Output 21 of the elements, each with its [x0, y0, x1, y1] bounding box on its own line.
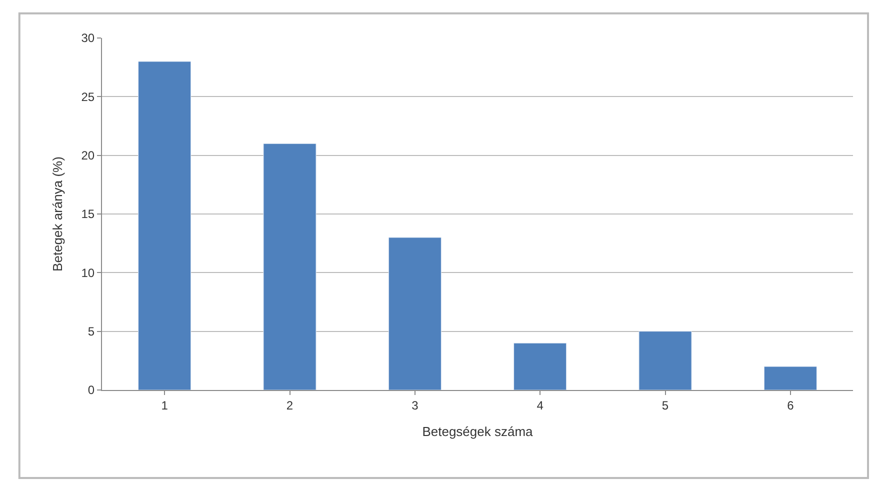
x-tick-label: 3: [412, 398, 419, 412]
y-axis-title: Betegek aránya (%): [50, 156, 66, 272]
x-tick-label: 5: [662, 398, 669, 412]
bar: [638, 331, 692, 390]
x-tick-label: 1: [161, 398, 168, 412]
bar: [263, 143, 316, 390]
x-tick-label: 2: [286, 398, 294, 412]
bar: [138, 61, 192, 390]
y-tick-label: 10: [81, 266, 95, 280]
y-tick-label: 15: [81, 207, 95, 222]
x-tick-label: 6: [787, 398, 794, 412]
bar: [388, 237, 442, 390]
bar: [514, 342, 567, 390]
x-axis-title: Betegségek száma: [422, 424, 534, 439]
y-tick-label: 30: [81, 31, 95, 46]
x-tick-label: 4: [536, 398, 544, 412]
bar: [764, 366, 817, 390]
y-tick-label: 5: [88, 324, 95, 339]
y-tick-label: 20: [81, 148, 95, 163]
y-tick-label: 25: [81, 90, 95, 104]
y-tick-label: 0: [88, 383, 95, 398]
